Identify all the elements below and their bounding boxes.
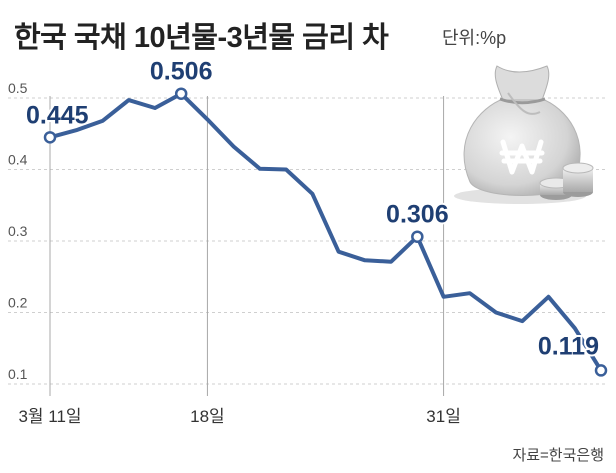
series-line [48,91,603,373]
data-point-marker [174,87,188,100]
x-axis-tick-lines [49,96,445,396]
y-tick-label: 0.3 [8,223,28,239]
source-label: 자료=한국은행 [512,447,604,464]
y-axis-ticks: 0.1 0.2 0.3 0.4 0.5 [8,80,28,382]
y-tick-label: 0.1 [8,366,28,382]
data-point-marker [411,230,424,243]
won-sign-icon [499,139,545,175]
y-tick-label: 0.2 [8,295,28,311]
x-tick-label: 31일 [426,407,461,426]
unit-label: 단위:%p [442,28,507,48]
y-tick-label: 0.5 [8,80,28,96]
data-label: 0.306 [386,201,449,229]
data-label: 0.445 [26,101,89,129]
x-axis-ticks: 3월 11일18일31일4월 11일 [18,407,461,426]
coin-stack-icon [539,162,594,200]
data-label: 0.119 [538,332,599,360]
money-bag-icon [454,65,594,204]
y-tick-label: 0.4 [8,152,28,168]
x-tick-label: 3월 11일 [18,407,81,426]
x-tick-label: 18일 [190,407,225,426]
data-point-marker [594,364,608,377]
page-title: 한국 국채 10년물-3년물 금리 차 [14,22,389,54]
annotations: 0.445 0.506 0.306 0.119 [24,56,608,377]
data-point-marker [43,131,57,144]
data-label: 0.506 [150,58,213,86]
